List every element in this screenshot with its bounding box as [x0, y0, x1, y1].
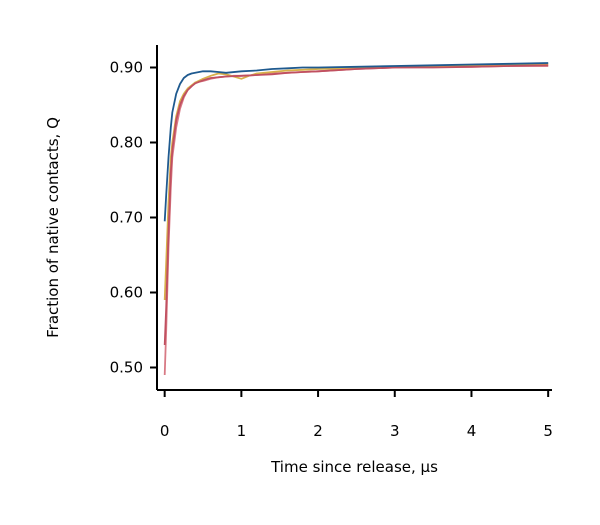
x-tick-label: 1 [237, 422, 247, 440]
x-tick-label: 4 [467, 422, 477, 440]
x-axis-label: Time since release, μs [270, 458, 438, 476]
y-tick-label: 0.80 [110, 134, 143, 152]
y-ticks: 0.50 0.60 0.70 0.80 0.90 [110, 59, 157, 377]
series-line-3 [163, 64, 549, 346]
x-tick-label: 2 [313, 422, 323, 440]
x-ticks: 0 1 2 3 4 5 [160, 390, 553, 440]
y-tick-label: 0.70 [110, 209, 143, 227]
series-line-4 [163, 62, 549, 222]
x-tick-label: 5 [543, 422, 553, 440]
y-tick-label: 0.60 [110, 284, 143, 302]
y-axis-label: Fraction of native contacts, Q [44, 117, 62, 338]
series-line-2 [163, 62, 549, 301]
series-layer [163, 62, 549, 376]
series-line-1 [163, 65, 549, 376]
y-tick-label: 0.90 [110, 59, 143, 77]
y-tick-label: 0.50 [110, 359, 143, 377]
x-tick-label: 0 [160, 422, 170, 440]
x-tick-label: 3 [390, 422, 400, 440]
